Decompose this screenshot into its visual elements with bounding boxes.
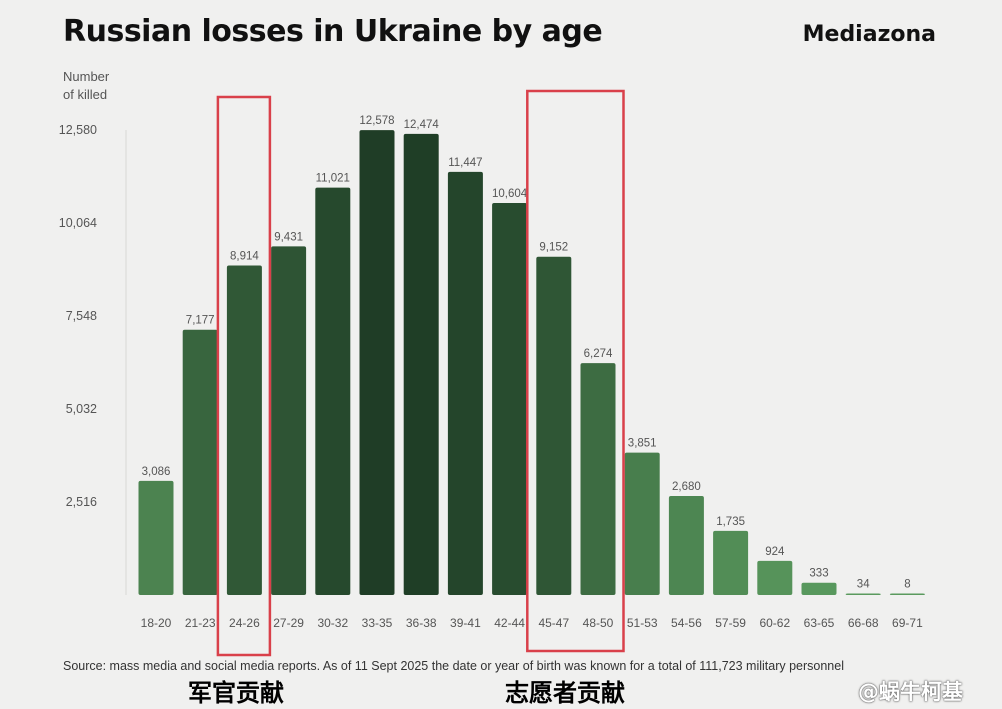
bar	[536, 256, 572, 595]
bar	[138, 480, 174, 595]
bar-value-label: 34	[857, 579, 870, 591]
bar	[580, 363, 616, 595]
bar	[757, 560, 793, 595]
bar-value-label: 10,604	[492, 188, 528, 200]
bar-value-label: 3,851	[628, 438, 657, 450]
bar-value-label: 9,152	[539, 242, 568, 254]
x-tick-label: 60-62	[759, 616, 790, 630]
watermark: @蜗牛柯基	[858, 680, 963, 704]
bar-value-label: 12,578	[359, 115, 394, 127]
bar	[359, 130, 395, 596]
bar	[271, 246, 307, 595]
x-tick-label: 21-23	[185, 616, 216, 630]
bar-value-label: 924	[765, 546, 785, 558]
x-tick-label: 24-26	[229, 616, 260, 630]
bar-value-label: 8	[904, 579, 910, 591]
annotation-officers: 军官贡献	[188, 678, 284, 707]
x-tick-label: 27-29	[273, 616, 304, 630]
y-tick-label: 12,580	[59, 123, 97, 137]
x-tick-label: 51-53	[627, 616, 658, 630]
bar-value-label: 12,474	[404, 119, 440, 131]
x-tick-label: 66-68	[848, 616, 879, 630]
bar	[182, 329, 218, 595]
x-tick-label: 33-35	[362, 616, 393, 630]
bar	[624, 452, 660, 595]
y-tick-label: 2,516	[66, 495, 97, 509]
bar	[315, 187, 351, 596]
bar-value-label: 7,177	[186, 315, 215, 327]
bar	[668, 495, 704, 595]
chart-title: Russian losses in Ukraine by age	[63, 14, 603, 49]
bar-value-label: 2,680	[672, 481, 701, 493]
x-tick-label: 45-47	[538, 616, 569, 630]
highlight-box	[526, 89, 625, 653]
y-tick-label: 5,032	[66, 402, 97, 416]
x-tick-label: 39-41	[450, 616, 481, 630]
bar	[492, 203, 528, 596]
x-tick-label: 18-20	[141, 616, 172, 630]
bar-value-label: 1,735	[716, 516, 745, 528]
brand-logo: Mediazona	[802, 22, 936, 47]
bar-value-label: 333	[809, 568, 828, 580]
x-tick-label: 30-32	[317, 616, 348, 630]
bar-value-label: 11,021	[316, 173, 350, 185]
bar-value-label: 8,914	[230, 251, 259, 263]
bar-value-label: 6,274	[584, 348, 613, 360]
bar	[713, 530, 749, 595]
bar	[226, 265, 262, 595]
x-tick-label: 54-56	[671, 616, 702, 630]
x-tick-label: 69-71	[892, 616, 923, 630]
source-note: Source: mass media and social media repo…	[63, 659, 844, 673]
bar	[403, 133, 439, 595]
bar-value-label: 11,447	[448, 157, 482, 169]
x-tick-label: 63-65	[804, 616, 835, 630]
bar	[845, 593, 881, 595]
x-tick-label: 48-50	[583, 616, 614, 630]
x-tick-label: 42-44	[494, 616, 525, 630]
annotation-volunteers: 志愿者贡献	[505, 678, 625, 707]
y-tick-label: 10,064	[59, 216, 97, 230]
x-tick-label: 57-59	[715, 616, 746, 630]
bar	[889, 593, 925, 595]
highlight-box	[216, 95, 272, 657]
bar-value-label: 3,086	[142, 466, 171, 478]
y-axis-label: Number of killed	[63, 69, 110, 102]
x-tick-label: 36-38	[406, 616, 437, 630]
y-tick-label: 7,548	[66, 309, 97, 323]
bar	[447, 171, 483, 595]
bar-value-label: 9,431	[274, 231, 303, 243]
bar	[801, 582, 837, 595]
